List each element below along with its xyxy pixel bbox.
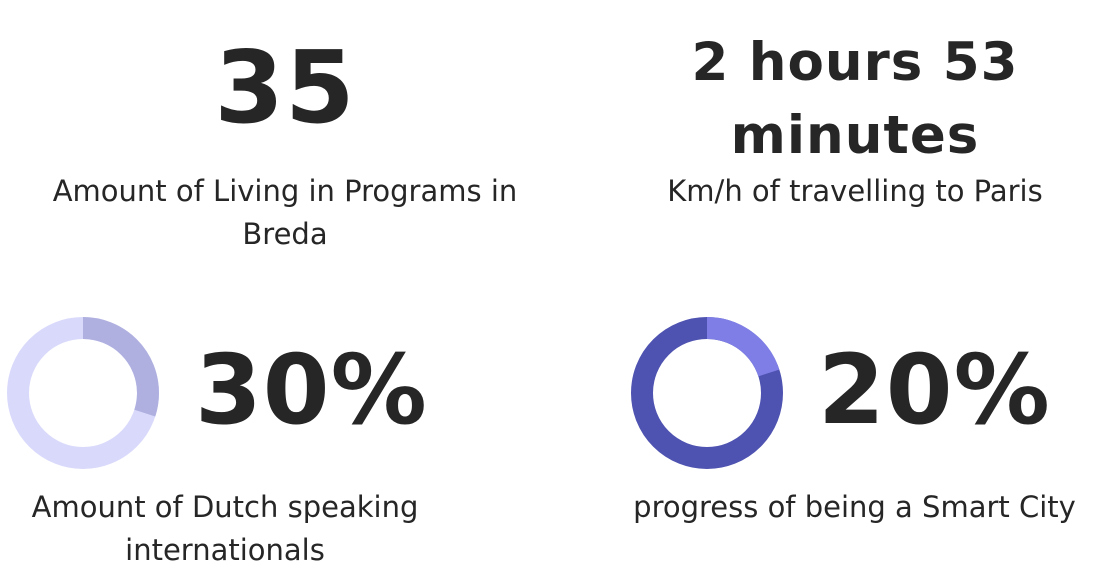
donut-fill	[7, 317, 159, 469]
donut-chart-smart-city	[631, 317, 783, 469]
stat-caption-smart-city: progress of being a Smart City	[633, 490, 1076, 524]
stat-caption-travel-time: Km/h of travelling to Paris	[667, 174, 1043, 208]
stat-value-living-programs: 35	[214, 29, 356, 146]
stat-value-travel-time: 2 hours 53 minutes	[691, 32, 1019, 166]
donut-chart-dutch-speaking	[7, 317, 159, 469]
stat-caption-dutch-speaking: Amount of Dutch speaking internationals	[31, 490, 419, 567]
stat-caption-living-programs: Amount of Living in Programs in Breda	[52, 174, 518, 251]
stat-value-dutch-speaking: 30%	[195, 334, 428, 446]
donut-fill	[631, 317, 783, 469]
stat-value-smart-city: 20%	[818, 334, 1051, 446]
